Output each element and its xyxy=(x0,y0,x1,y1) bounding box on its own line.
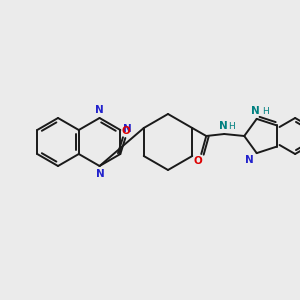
Text: N: N xyxy=(123,124,132,134)
Text: H: H xyxy=(228,122,235,131)
Text: H: H xyxy=(262,107,268,116)
Text: N: N xyxy=(245,155,254,165)
Text: N: N xyxy=(219,121,228,131)
Text: O: O xyxy=(194,156,203,166)
Text: N: N xyxy=(95,105,104,115)
Text: O: O xyxy=(122,126,131,136)
Text: N: N xyxy=(96,169,105,179)
Text: N: N xyxy=(251,106,260,116)
